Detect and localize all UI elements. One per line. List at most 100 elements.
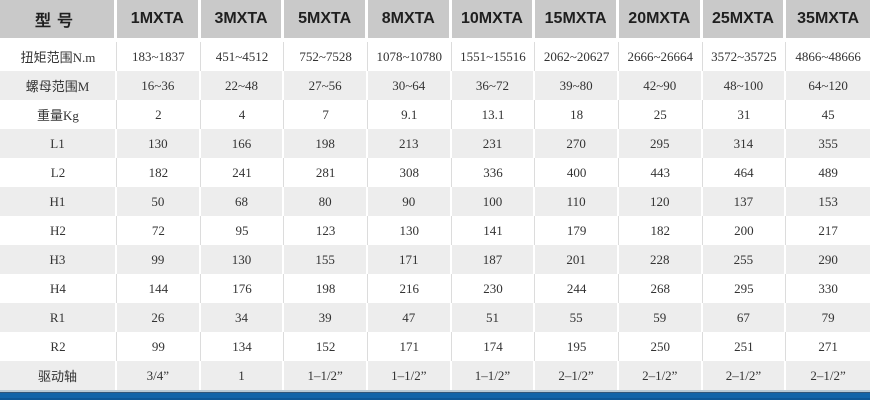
row-label: L2: [0, 158, 117, 187]
cell: 244: [535, 274, 619, 303]
cell: 48~100: [702, 71, 787, 100]
cell: 228: [618, 245, 703, 274]
cell: 141: [451, 216, 536, 245]
cell: 50: [117, 187, 201, 216]
cell: 18: [535, 100, 619, 129]
cell: 268: [618, 274, 703, 303]
column-header-10mxta: 10MXTA: [451, 0, 536, 42]
column-header-1mxta: 1MXTA: [117, 0, 201, 42]
table-row: 重量Kg 2 4 7 9.1 13.1 18 25 31 45: [0, 100, 870, 129]
cell: 2–1/2”: [702, 361, 787, 390]
cell: 451~4512: [200, 42, 285, 71]
cell: 7: [284, 100, 368, 129]
cell: 1078~10780: [367, 42, 452, 71]
cell: 100: [451, 187, 536, 216]
table-row: H2 72 95 123 130 141 179 182 200 217: [0, 216, 870, 245]
cell: 153: [786, 187, 870, 216]
bottom-accent-bar: [0, 390, 870, 400]
table-row: H3 99 130 155 171 187 201 228 255 290: [0, 245, 870, 274]
cell: 134: [200, 332, 285, 361]
row-label: 重量Kg: [0, 100, 117, 129]
table-row: L2 182 241 281 308 336 400 443 464 489: [0, 158, 870, 187]
cell: 22~48: [200, 71, 285, 100]
cell: 31: [702, 100, 787, 129]
cell: 1–1/2”: [284, 361, 368, 390]
cell: 120: [618, 187, 703, 216]
row-label: H2: [0, 216, 117, 245]
cell: 42~90: [618, 71, 703, 100]
cell: 250: [618, 332, 703, 361]
cell: 1551~15516: [451, 42, 536, 71]
cell: 200: [702, 216, 787, 245]
cell: 271: [786, 332, 870, 361]
table-body: 扭矩范围N.m 183~1837 451~4512 752~7528 1078~1078…: [0, 42, 870, 390]
cell: 295: [702, 274, 787, 303]
table-row: H4 144 176 198 216 230 244 268 295 330: [0, 274, 870, 303]
cell: 26: [117, 303, 201, 332]
cell: 251: [702, 332, 787, 361]
cell: 155: [284, 245, 368, 274]
row-label: L1: [0, 129, 117, 158]
cell: 281: [284, 158, 368, 187]
cell: 39~80: [535, 71, 619, 100]
cell: 130: [367, 216, 452, 245]
cell: 130: [200, 245, 285, 274]
cell: 90: [367, 187, 452, 216]
cell: 1–1/2”: [451, 361, 536, 390]
cell: 176: [200, 274, 285, 303]
cell: 2: [117, 100, 201, 129]
cell: 198: [284, 129, 368, 158]
cell: 27~56: [284, 71, 368, 100]
cell: 330: [786, 274, 870, 303]
cell: 179: [535, 216, 619, 245]
cell: 45: [786, 100, 870, 129]
cell: 9.1: [367, 100, 452, 129]
cell: 1: [200, 361, 285, 390]
cell: 3572~35725: [702, 42, 787, 71]
cell: 187: [451, 245, 536, 274]
cell: 80: [284, 187, 368, 216]
cell: 36~72: [451, 71, 536, 100]
table-row: 螺母范围M 16~36 22~48 27~56 30~64 36~72 39~80 42~90…: [0, 71, 870, 100]
cell: 13.1: [451, 100, 536, 129]
cell: 3/4”: [117, 361, 201, 390]
cell: 55: [535, 303, 619, 332]
cell: 2–1/2”: [535, 361, 619, 390]
cell: 1–1/2”: [367, 361, 452, 390]
column-header-8mxta: 8MXTA: [367, 0, 452, 42]
cell: 16~36: [117, 71, 201, 100]
cell: 314: [702, 129, 787, 158]
table-row: R1 26 34 39 47 51 55 59 67 79: [0, 303, 870, 332]
cell: 2666~26664: [618, 42, 703, 71]
cell: 171: [367, 332, 452, 361]
cell: 137: [702, 187, 787, 216]
cell: 230: [451, 274, 536, 303]
cell: 255: [702, 245, 787, 274]
cell: 72: [117, 216, 201, 245]
cell: 183~1837: [117, 42, 201, 71]
cell: 336: [451, 158, 536, 187]
cell: 443: [618, 158, 703, 187]
row-label: R2: [0, 332, 117, 361]
cell: 25: [618, 100, 703, 129]
cell: 2–1/2”: [618, 361, 703, 390]
column-header-5mxta: 5MXTA: [284, 0, 368, 42]
cell: 64~120: [786, 71, 870, 100]
cell: 4866~48666: [786, 42, 870, 71]
cell: 400: [535, 158, 619, 187]
cell: 123: [284, 216, 368, 245]
cell: 489: [786, 158, 870, 187]
cell: 295: [618, 129, 703, 158]
cell: 241: [200, 158, 285, 187]
cell: 68: [200, 187, 285, 216]
spec-table: 型号 1MXTA 3MXTA 5MXTA 8MXTA 10MXTA 15MXTA 20MXTA…: [0, 0, 870, 390]
row-label: 螺母范围M: [0, 71, 117, 100]
cell: 47: [367, 303, 452, 332]
cell: 195: [535, 332, 619, 361]
cell: 95: [200, 216, 285, 245]
row-label: H4: [0, 274, 117, 303]
table-row: 驱动轴 3/4” 1 1–1/2” 1–1/2” 1–1/2” 2–1/2” 2–1/2” 2–…: [0, 361, 870, 390]
cell: 34: [200, 303, 285, 332]
cell: 231: [451, 129, 536, 158]
